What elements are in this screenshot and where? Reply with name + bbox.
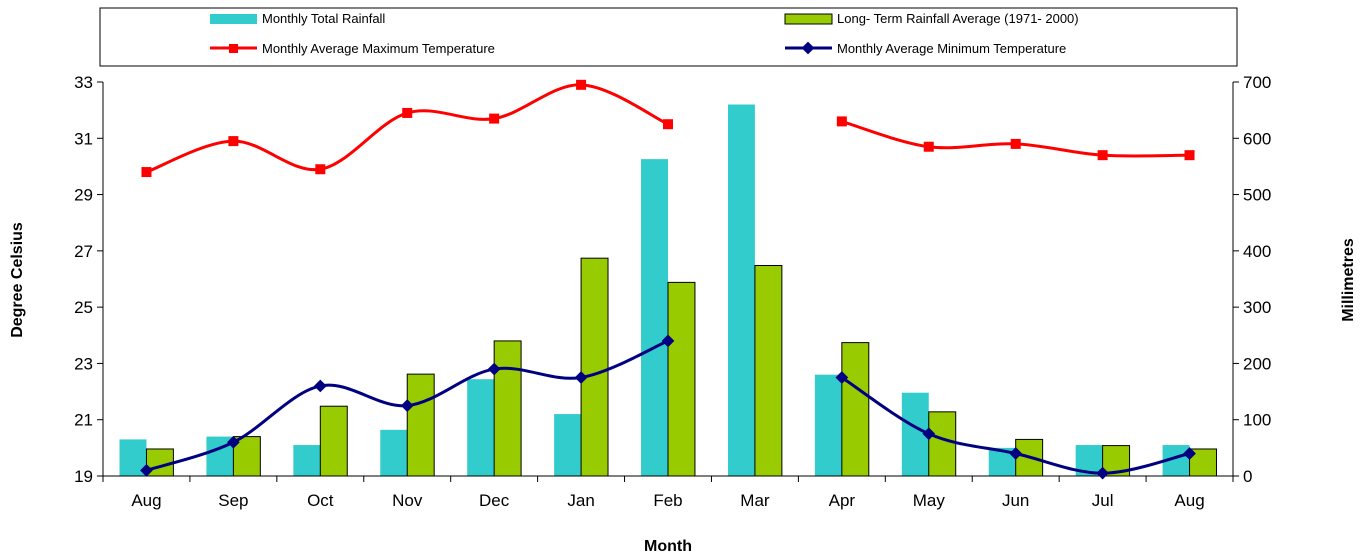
x-tick-label-3: Nov (392, 491, 423, 510)
bar-long-term-average-9 (928, 411, 957, 477)
x-tick-label-7: Mar (740, 491, 770, 510)
x-tick-label-0: Aug (131, 491, 161, 510)
legend-item-long-term-average: Long- Term Rainfall Average (1971- 2000) (784, 11, 1079, 26)
legend-item-monthly-total-rainfall: Monthly Total Rainfall (210, 11, 385, 26)
legend-marker-max-temperature (229, 44, 238, 53)
legend-swatch-monthly-total-rainfall (210, 14, 257, 24)
y-tick-label-left-6: 31 (74, 129, 93, 148)
bars-layer (119, 104, 1217, 477)
legend-label-long-term-average: Long- Term Rainfall Average (1971- 2000) (837, 11, 1079, 26)
bar-monthly-total-8 (814, 374, 842, 476)
bar-monthly-total-2 (293, 445, 321, 476)
bar-monthly-total-5 (554, 414, 582, 476)
bar-long-term-average-3 (406, 373, 435, 477)
y-tick-label-left-2: 23 (74, 354, 93, 373)
y-tick-label-right-6: 600 (1243, 129, 1271, 148)
x-tick-label-11: Jul (1092, 491, 1114, 510)
bar-monthly-total-3 (380, 429, 408, 476)
marker-max-temperature-8 (836, 116, 847, 127)
legend-label-monthly-total-rainfall: Monthly Total Rainfall (262, 11, 385, 26)
y-tick-label-right-0: 0 (1243, 467, 1252, 486)
x-tick-label-10: Jun (1002, 491, 1029, 510)
x-tick-label-9: May (913, 491, 946, 510)
marker-max-temperature-0 (141, 167, 152, 178)
legend-swatch-long-term-average (784, 13, 833, 25)
x-tick-label-1: Sep (218, 491, 248, 510)
bar-long-term-average-7 (754, 264, 783, 477)
x-tick-label-5: Jan (567, 491, 594, 510)
marker-max-temperature-1 (228, 136, 239, 147)
line-max-temperature-segment-1 (841, 119, 1190, 158)
bar-monthly-total-6 (641, 159, 668, 476)
y-axis-title-right: Millimetres (1340, 238, 1357, 322)
legend-box (99, 7, 1238, 67)
y-tick-label-left-4: 27 (74, 242, 93, 261)
y-tick-label-right-5: 500 (1243, 186, 1271, 205)
y-tick-label-right-1: 100 (1243, 411, 1271, 430)
line-max-temperature-segment-0 (145, 83, 669, 174)
legend-item-max-temperature: Monthly Average Maximum Temperature (210, 41, 495, 56)
legend: Monthly Total Rainfall Long- Term Rainfa… (99, 7, 1238, 67)
legend-item-min-temperature: Monthly Average Minimum Temperature (785, 41, 1066, 56)
marker-min-temperature-1 (227, 435, 240, 449)
marker-min-temperature-0 (140, 464, 153, 477)
marker-max-temperature-11 (1097, 150, 1108, 161)
x-tick-label-4: Dec (479, 491, 510, 510)
marker-max-temperature-10 (1010, 138, 1021, 149)
marker-max-temperature-12 (1184, 150, 1195, 161)
x-tick-label-2: Oct (307, 491, 334, 510)
y-tick-label-right-7: 700 (1243, 73, 1271, 92)
bar-long-term-average-8 (841, 342, 870, 477)
y-tick-label-left-5: 29 (74, 186, 93, 205)
y-tick-label-left-3: 25 (74, 298, 93, 317)
marker-max-temperature-5 (576, 79, 587, 90)
bar-long-term-average-2 (319, 405, 348, 477)
x-tick-label-8: Apr (829, 491, 856, 510)
tick-labels-layer: Aug Sep Oct Nov Dec Jan Feb Mar Apr May Jun Jul Aug 1… (74, 73, 1271, 510)
bar-monthly-total-7 (727, 104, 755, 476)
bar-long-term-average-4 (493, 340, 522, 477)
axes-layer (97, 81, 1239, 482)
y-tick-label-right-3: 300 (1243, 298, 1271, 317)
marker-max-temperature-2 (315, 164, 326, 175)
y-tick-label-left-7: 33 (74, 73, 93, 92)
legend-label-max-temperature: Monthly Average Maximum Temperature (262, 41, 495, 56)
y-tick-label-right-2: 200 (1243, 354, 1271, 373)
lines-layer (140, 79, 1196, 480)
marker-min-temperature-4 (487, 362, 501, 376)
marker-max-temperature-3 (402, 107, 413, 118)
marker-max-temperature-4 (489, 113, 500, 124)
marker-max-temperature-6 (663, 119, 673, 130)
bar-long-term-average-6 (667, 281, 696, 477)
marker-min-temperature-2 (313, 379, 327, 393)
x-axis-title: Month (644, 538, 692, 555)
marker-max-temperature-9 (923, 141, 934, 152)
y-tick-label-right-4: 400 (1243, 242, 1271, 261)
x-tick-label-12: Aug (1174, 491, 1204, 510)
bar-monthly-total-4 (467, 379, 495, 476)
y-axis-title-left: Degree Celsius (9, 222, 26, 338)
y-tick-label-left-1: 21 (74, 411, 93, 430)
x-tick-label-6: Feb (653, 491, 682, 510)
y-tick-label-left-0: 19 (74, 467, 93, 486)
marker-min-temperature-3 (400, 399, 414, 413)
legend-label-min-temperature: Monthly Average Minimum Temperature (837, 41, 1066, 56)
bar-long-term-average-5 (580, 257, 609, 477)
